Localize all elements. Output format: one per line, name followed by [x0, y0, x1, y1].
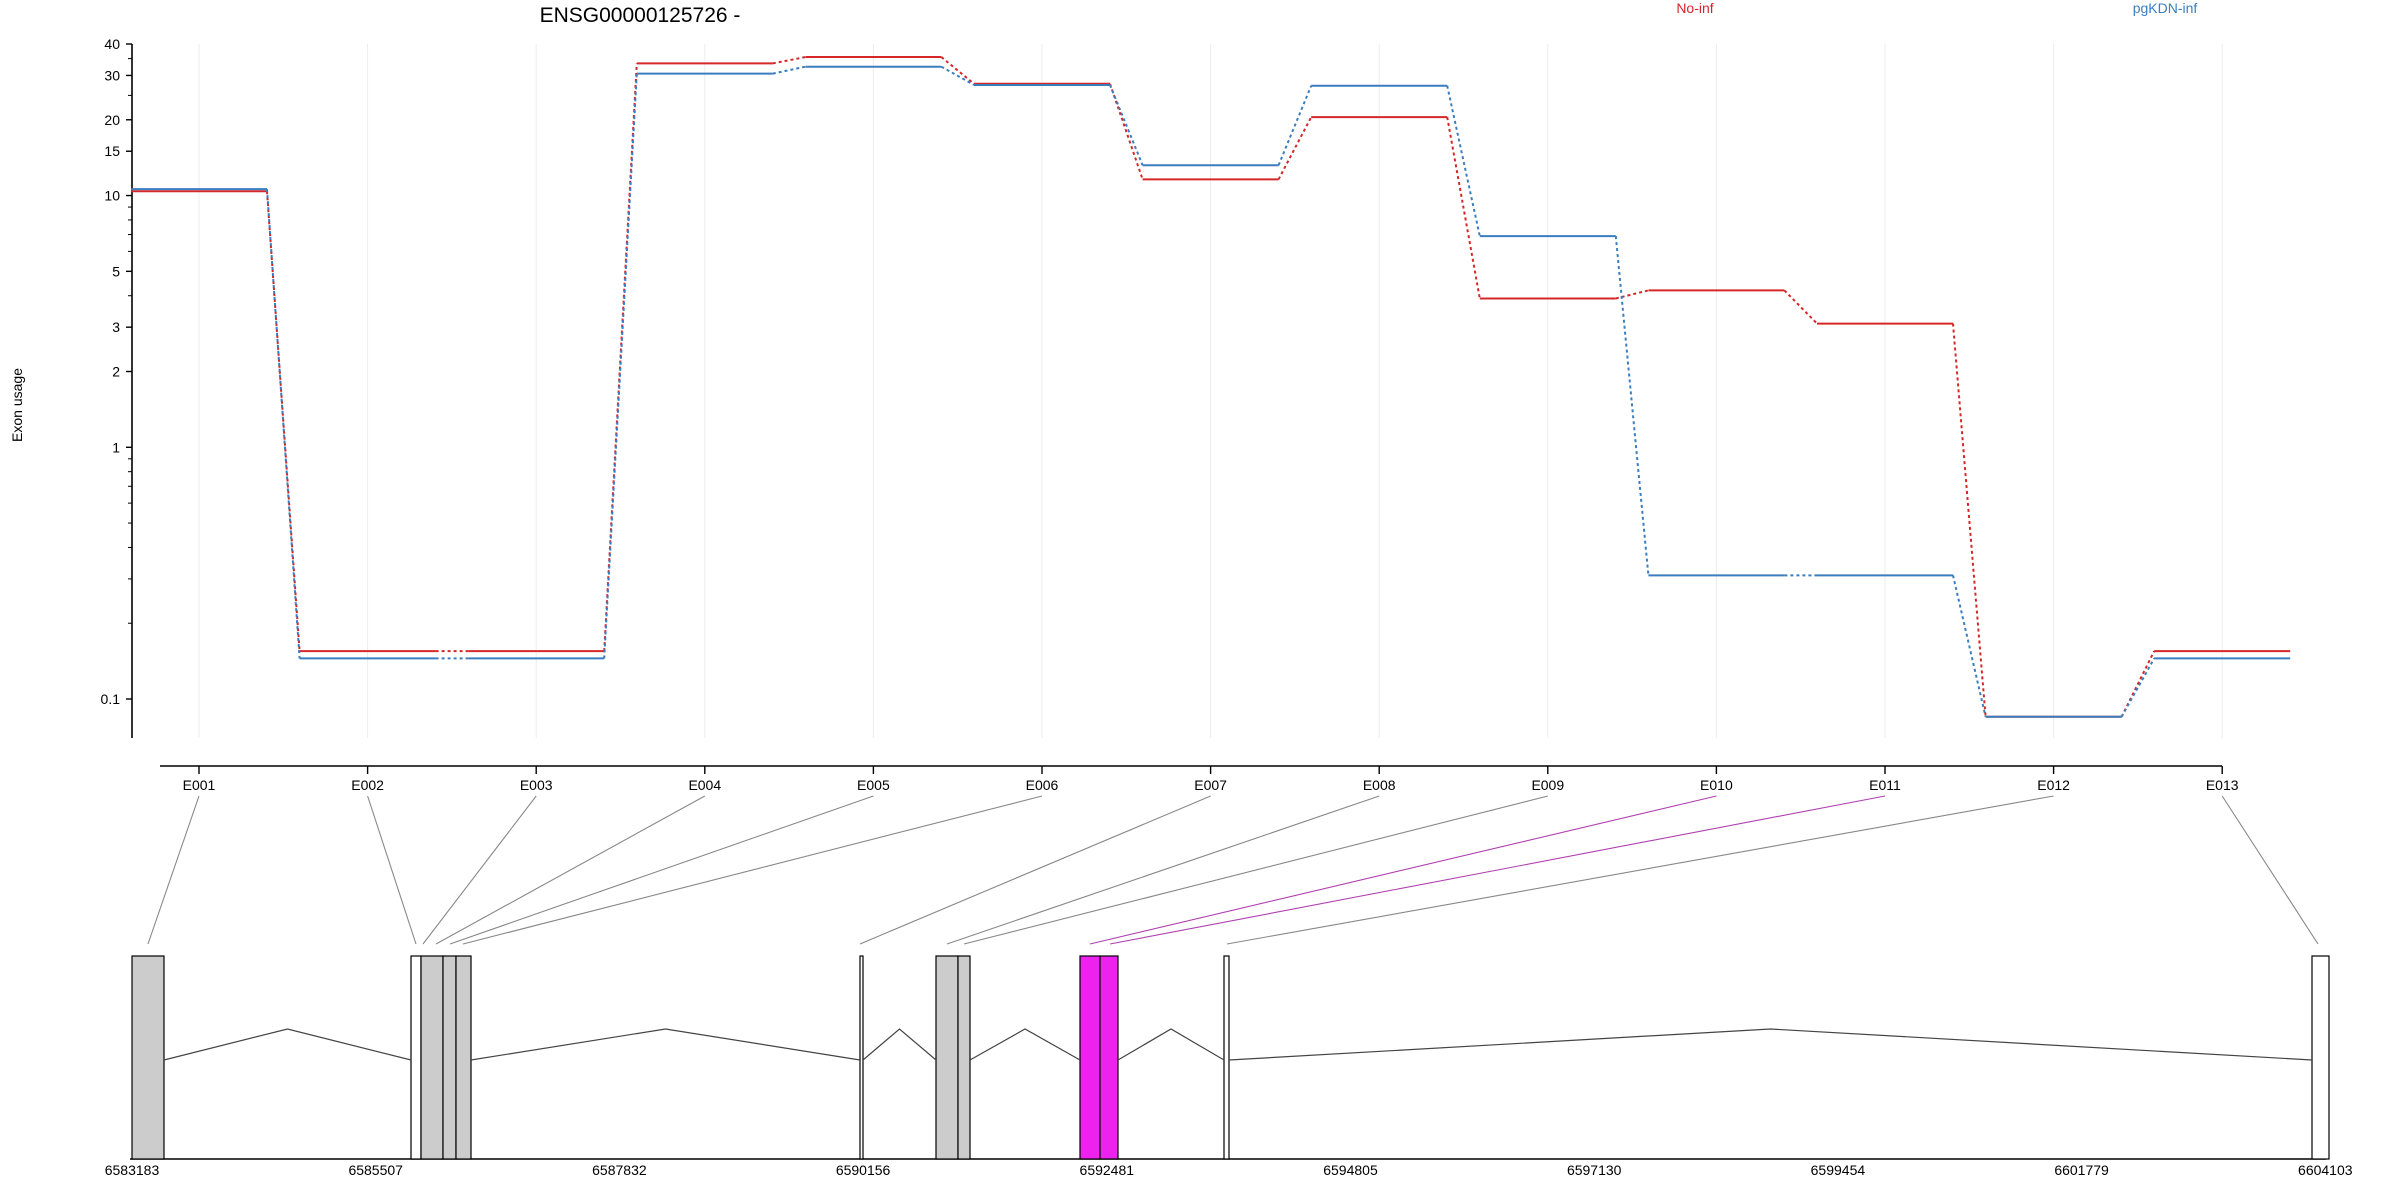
x-tick-label-e008: E008	[1363, 777, 1396, 793]
exon-mapping-line	[946, 795, 1380, 945]
exon-connector-segment	[1783, 289, 1818, 325]
exon-mapping-line	[1089, 795, 1717, 945]
intron-line	[1117, 1028, 1225, 1061]
y-tick-label: 3	[112, 319, 120, 335]
exon-connector-segment	[266, 189, 301, 659]
gene-exon-10	[1099, 955, 1119, 1160]
y-tick-label: 0.1	[101, 691, 121, 707]
genomic-position-label: 6585507	[348, 1162, 403, 1178]
genomic-position-label: 6597130	[1567, 1162, 1622, 1178]
x-tick-label-e010: E010	[1700, 777, 1733, 793]
exon-mapping-line	[422, 795, 537, 945]
exon-connector-segment	[1446, 116, 1481, 299]
gene-exon-8	[957, 955, 971, 1160]
exon-mapping-line	[449, 795, 874, 945]
exon-connector-segment	[266, 191, 301, 652]
intron-line	[470, 1028, 861, 1061]
genomic-position-label: 6592481	[1080, 1162, 1135, 1178]
gene-exon-11	[1223, 955, 1230, 1160]
intron-line	[969, 1028, 1081, 1061]
exon-connector-segment	[1446, 85, 1481, 237]
exon-connector-segment	[772, 65, 806, 75]
x-tick-label-e007: E007	[1194, 777, 1227, 793]
y-tick-label: 10	[104, 188, 120, 204]
series-pgkdn-inf	[131, 65, 2291, 718]
gene-exon-6	[859, 955, 864, 1160]
intron-line	[1228, 1028, 2313, 1061]
x-tick-label-e009: E009	[1531, 777, 1564, 793]
exon-connectors	[147, 795, 2319, 945]
intron-line	[163, 1028, 412, 1061]
gene-exon-1	[131, 955, 165, 1160]
series-layer	[131, 56, 2291, 718]
gene-exon-2	[410, 955, 422, 1160]
x-tick-label-e012: E012	[2037, 777, 2070, 793]
genomic-position-label: 6599454	[1811, 1162, 1866, 1178]
grid	[198, 44, 2223, 738]
exon-connector-segment	[1952, 575, 1987, 717]
x-tick-label-e004: E004	[688, 777, 721, 793]
gene-exon-7	[935, 955, 959, 1160]
exon-mapping-line	[859, 795, 1211, 945]
y-tick-label: 1	[112, 439, 120, 455]
x-tick-label-e002: E002	[351, 777, 384, 793]
y-axis-label: Exon usage	[9, 368, 25, 442]
x-tick-label-e005: E005	[857, 777, 890, 793]
exon-mapping-line	[1226, 795, 2054, 945]
genomic-position-label: 6587832	[592, 1162, 647, 1178]
genomic-position-label: 6594805	[1323, 1162, 1378, 1178]
exon-connector-segment	[940, 56, 975, 85]
exon-connector-segment	[2120, 657, 2156, 718]
exon-connector-segment	[2120, 650, 2156, 718]
y-tick-label: 20	[104, 112, 120, 128]
gene-exon-5	[455, 955, 472, 1160]
y-tick-label: 40	[104, 36, 120, 52]
genomic-position-label: 6583183	[105, 1162, 160, 1178]
exon-connector-segment	[1277, 85, 1313, 166]
x-tick-label-e011: E011	[1869, 777, 1901, 793]
exon-connector-segment	[940, 65, 975, 86]
exon-mapping-line	[435, 795, 706, 945]
y-tick-label: 15	[104, 143, 120, 159]
exon-connector-segment	[1614, 236, 1650, 576]
exon-mapping-line	[2221, 795, 2319, 945]
y-tick-label: 5	[112, 263, 120, 279]
legend-no-inf: No-inf	[1676, 0, 1713, 16]
exon-connector-segment	[1109, 84, 1144, 166]
x-tick-label-e013: E013	[2206, 777, 2239, 793]
exon-mapping-line	[462, 795, 1043, 945]
chart-title: ENSG00000125726 -	[540, 4, 741, 27]
legend-pgkdn-inf: pgKDN-inf	[2133, 0, 2198, 16]
exon-mapping-line	[963, 795, 1548, 945]
exon-connector-segment	[603, 73, 638, 659]
gene-exon-9	[1079, 955, 1101, 1160]
gene-exon-3	[420, 955, 444, 1160]
x-tick-label-e003: E003	[520, 777, 553, 793]
y-tick-label: 30	[104, 67, 120, 83]
exon-mapping-line	[1109, 795, 1886, 945]
exon-connector-segment	[1109, 83, 1144, 180]
gene-exon-4	[442, 955, 457, 1160]
y-tick-label: 2	[112, 364, 120, 380]
exon-connector-segment	[772, 56, 806, 65]
gene-exon-12	[2311, 955, 2330, 1160]
exon-mapping-line	[147, 795, 200, 945]
intron-line	[862, 1028, 937, 1061]
genomic-position-label: 6590156	[836, 1162, 891, 1178]
x-tick-label-e001: E001	[183, 777, 216, 793]
gene-model: 6583183 6585507 6587832 6590156 6592481 65948…	[105, 955, 2353, 1178]
x-tick-label-e006: E006	[1026, 777, 1059, 793]
x-axis: E001 E002 E003 E004 E005 E006 E007 E008 E009 E010…	[160, 765, 2239, 793]
y-axis: 0.1 1 2 3 5 10 15 20 30 40	[101, 36, 133, 738]
genomic-position-label: 6601779	[2054, 1162, 2109, 1178]
genomic-position-label: 6604103	[2298, 1162, 2353, 1178]
exon-connector-segment	[1952, 323, 1987, 717]
exon-mapping-line	[367, 795, 417, 945]
